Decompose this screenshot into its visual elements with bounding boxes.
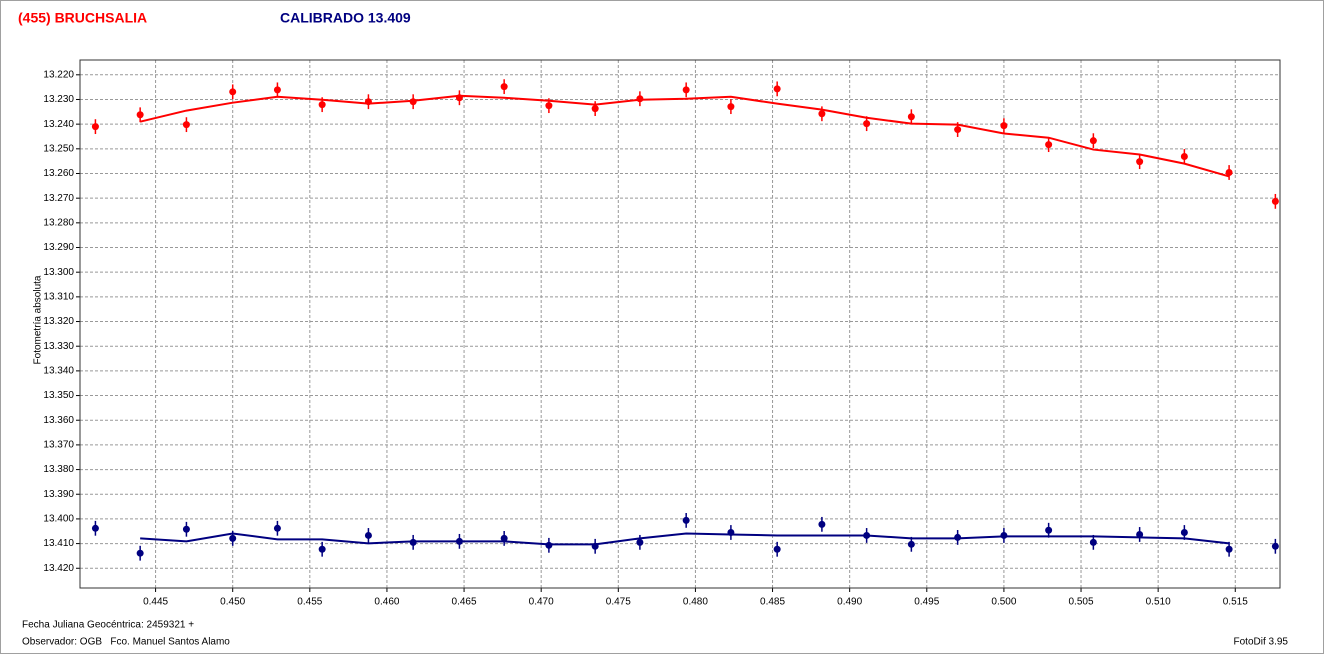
y-tick-label: 13.290 [43, 242, 74, 253]
data-point [636, 538, 644, 546]
data-point [954, 533, 962, 541]
y-tick-label: 13.250 [43, 143, 74, 154]
data-point [907, 540, 915, 548]
data-point [409, 98, 417, 106]
data-point [364, 98, 372, 106]
y-tick-label: 13.340 [43, 366, 74, 377]
data-point [863, 120, 871, 128]
data-point [318, 101, 326, 109]
data-point [1271, 542, 1279, 550]
y-tick-label: 13.390 [43, 489, 74, 500]
data-point [229, 534, 237, 542]
y-tick-label: 13.310 [43, 292, 74, 303]
data-point [409, 538, 417, 546]
x-tick-label: 0.510 [1146, 597, 1171, 608]
data-point [818, 520, 826, 528]
y-tick-label: 13.270 [43, 193, 74, 204]
data-point [591, 542, 599, 550]
y-tick-label: 13.260 [43, 168, 74, 179]
data-point [954, 126, 962, 134]
data-point [591, 105, 599, 113]
data-point [727, 103, 735, 111]
y-tick-label: 13.410 [43, 538, 74, 549]
x-tick-label: 0.460 [374, 597, 399, 608]
data-point [229, 88, 237, 96]
y-tick-label: 13.420 [43, 563, 74, 574]
data-point [1000, 122, 1008, 130]
x-tick-label: 0.480 [683, 597, 708, 608]
series-title: (455) BRUCHSALIA [18, 10, 147, 26]
x-tick-label: 0.445 [143, 597, 168, 608]
data-point [1271, 197, 1279, 205]
data-point [91, 123, 99, 131]
data-point [455, 537, 463, 545]
y-tick-label: 13.360 [43, 415, 74, 426]
y-tick-label: 13.300 [43, 267, 74, 278]
data-point [318, 545, 326, 553]
y-tick-label: 13.230 [43, 94, 74, 105]
x-tick-label: 0.465 [452, 597, 477, 608]
x-tick-label: 0.470 [529, 597, 554, 608]
footer-software: FotoDif 3.95 [1234, 637, 1289, 648]
data-point [773, 85, 781, 93]
plot-frame [79, 59, 1281, 589]
data-point [1045, 526, 1053, 534]
data-point [1225, 169, 1233, 177]
y-tick-label: 13.350 [43, 390, 74, 401]
data-point [1180, 152, 1188, 160]
data-point [1180, 528, 1188, 536]
data-point [636, 95, 644, 103]
data-point [682, 86, 690, 94]
data-point [500, 534, 508, 542]
x-tick-label: 0.485 [760, 597, 785, 608]
data-point [273, 524, 281, 532]
series-title: CALIBRADO 13.409 [280, 10, 411, 26]
x-tick-label: 0.500 [991, 597, 1016, 608]
data-point [907, 113, 915, 121]
data-point [364, 531, 372, 539]
y-tick-label: 13.380 [43, 464, 74, 475]
data-point [136, 111, 144, 119]
data-point [1000, 531, 1008, 539]
x-tick-label: 0.505 [1069, 597, 1094, 608]
data-point [545, 102, 553, 110]
data-point [182, 525, 190, 533]
data-point [773, 545, 781, 553]
x-tick-label: 0.490 [837, 597, 862, 608]
data-point [1089, 538, 1097, 546]
y-tick-label: 13.320 [43, 316, 74, 327]
y-tick-label: 13.280 [43, 217, 74, 228]
data-point [91, 524, 99, 532]
x-tick-label: 0.450 [220, 597, 245, 608]
x-tick-label: 0.455 [297, 597, 322, 608]
data-point [136, 549, 144, 557]
y-tick-label: 13.330 [43, 341, 74, 352]
data-point [455, 94, 463, 102]
footer-observer: Observador: OGB Fco. Manuel Santos Alamo [22, 637, 230, 648]
footer-date: Fecha Juliana Geocéntrica: 2459321 + [22, 620, 194, 631]
y-tick-label: 13.370 [43, 440, 74, 451]
data-point [1089, 137, 1097, 145]
data-point [545, 541, 553, 549]
y-axis-label: Fotometría absoluta [33, 275, 44, 364]
data-point [682, 516, 690, 524]
y-tick-label: 13.240 [43, 119, 74, 130]
data-point [727, 528, 735, 536]
data-point [1045, 141, 1053, 149]
y-tick-label: 13.400 [43, 514, 74, 525]
data-point [500, 83, 508, 91]
data-point [1225, 545, 1233, 553]
data-point [182, 121, 190, 129]
x-tick-label: 0.475 [606, 597, 631, 608]
data-point [818, 110, 826, 118]
x-tick-label: 0.495 [914, 597, 939, 608]
data-point [273, 86, 281, 94]
data-point [1136, 530, 1144, 538]
x-tick-label: 0.515 [1223, 597, 1248, 608]
y-tick-label: 13.220 [43, 69, 74, 80]
data-point [863, 531, 871, 539]
data-point [1136, 158, 1144, 166]
